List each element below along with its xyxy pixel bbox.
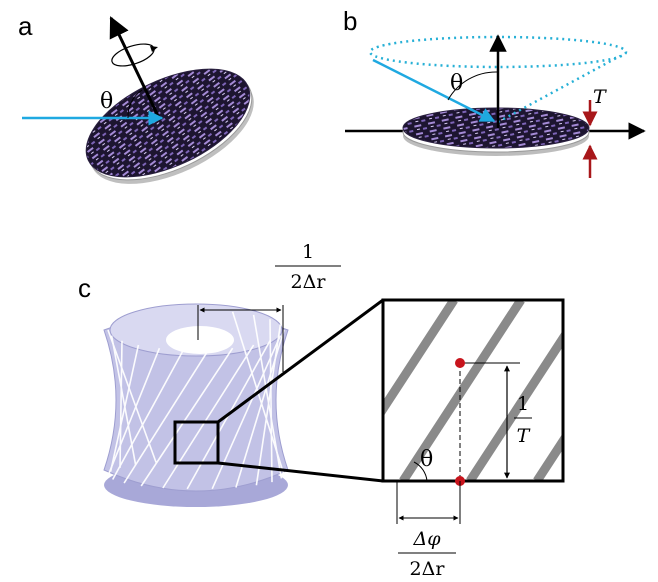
panel-a-normal-axis [109,16,162,121]
panel-b-theta-label: θ [450,71,463,96]
panel-b-thickness-label: T [593,86,607,108]
ribbon-line [107,347,161,476]
ribbon-line [140,347,234,487]
panel-a-theta-label: θ [100,89,113,114]
height-denominator: T [517,425,531,447]
zoomed-stripe-box: θ 1 T [381,298,565,486]
panel-a-sample-disk [85,68,254,184]
period-denominator: 2Δr [291,271,327,293]
ribbon-line [107,329,157,463]
panel-c-theta-label: θ [420,447,433,472]
stripe-2 [399,300,525,481]
ribbon-line [252,314,283,479]
cylinder-ribbons [107,311,285,490]
panel-a-rotation-arrowhead [150,46,158,52]
stripe-1 [383,300,458,418]
ribbon-line [111,349,185,480]
marker-top [455,358,465,368]
panel-b-disk-top [402,107,590,149]
panel-b: b θ T [343,6,646,178]
panel-a: a θ [18,11,254,184]
zoom-box-border [381,298,565,483]
zoom-connector-bottom [217,461,384,483]
period-numerator: 1 [302,241,314,263]
panel-c-angle-arc [413,461,428,482]
ribbon-line [110,335,137,465]
panel-c: c 1 2Δr [78,241,565,580]
panel-b-cone-right-edge [497,54,621,124]
offset-denominator: 2Δr [410,558,446,580]
ribbon-line [255,324,282,486]
ribbon-line [119,340,123,468]
panel-c-letter: c [78,273,91,303]
zoom-connector-top [217,298,384,424]
panel-a-disk-top [85,68,251,178]
panel-a-angle-arc [127,89,143,119]
stripe-4 [533,432,563,481]
panel-b-angle-arc [447,71,498,101]
panel-a-letter: a [18,11,33,41]
twisted-cylinder [103,303,289,507]
ribbon-line [123,349,210,484]
selection-box [173,420,220,465]
stripe-3 [466,330,563,481]
ribbon-line [269,319,273,483]
panel-b-letter: b [343,6,357,36]
cylinder-inner-hole [166,326,234,354]
panel-b-incident-beam [372,58,496,123]
zoom-box-background [383,300,563,481]
offset-numerator: Δφ [412,528,441,550]
height-numerator: 1 [517,393,529,415]
panel-b-sample-disk [402,107,590,156]
